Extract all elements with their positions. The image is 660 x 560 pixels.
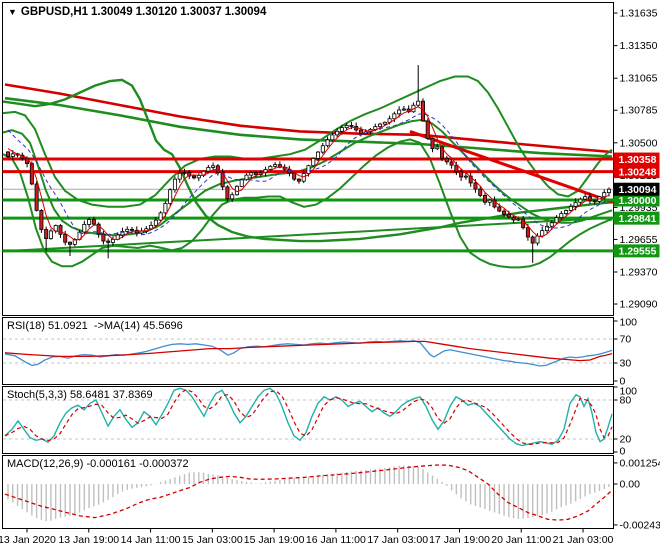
main-overlays-under bbox=[2, 75, 614, 269]
stoch-tick-label: 80 bbox=[620, 395, 632, 407]
rsi-tick-label: 100 bbox=[620, 317, 638, 329]
ohlc-open: 1.30049 bbox=[91, 6, 133, 18]
macd-series bbox=[4, 464, 613, 521]
price-tag-1.30358 bbox=[613, 152, 660, 166]
thin-red-ma bbox=[7, 106, 610, 241]
stoch-tick-label: 100 bbox=[620, 386, 638, 398]
band-mid bbox=[2, 118, 613, 237]
price-tick-label: 1.29655 bbox=[620, 234, 658, 246]
macd-signal bbox=[4, 464, 613, 521]
time-tick-label: 15 Jan 19:00 bbox=[244, 534, 305, 546]
price-tag-text: 1.29555 bbox=[619, 246, 657, 258]
price-tick-label: 1.30500 bbox=[620, 137, 658, 149]
price-tag-1.30248 bbox=[613, 165, 660, 179]
macd-tick-label: 0.001254 bbox=[620, 457, 660, 469]
ohlc-low: 1.30037 bbox=[180, 6, 222, 18]
rsi-tick-label: 0 bbox=[620, 376, 626, 388]
time-tick-label: 21 Jan 03:00 bbox=[553, 534, 614, 546]
price-tag-1.30000 bbox=[613, 193, 660, 207]
stoch-k bbox=[4, 387, 613, 447]
price-tag-1.29841 bbox=[613, 211, 660, 225]
panel-frames bbox=[2, 2, 614, 529]
stoch-tick-label: 20 bbox=[620, 434, 632, 446]
time-tick-label: 15 Jan 03:00 bbox=[182, 534, 243, 546]
macd-panel-header: MACD(12,26,9) -0.000161 -0.000372 bbox=[7, 458, 189, 470]
candlesticks bbox=[6, 65, 612, 263]
rsi-tick-label: 70 bbox=[620, 334, 632, 346]
time-axis: 13 Jan 2020 13 Jan 19:00 14 Jan 11:00 15 Ja… bbox=[0, 528, 614, 546]
price-axis: 1.31635 1.31350 1.31065 1.30785 1.30500 1.302… bbox=[613, 8, 660, 531]
time-tick-label: 17 Jan 03:00 bbox=[367, 534, 428, 546]
symbol-dropdown-icon[interactable]: ▼ bbox=[8, 7, 17, 17]
stoch-panel-header: Stoch(5,3,3) 58.6481 37.8369 bbox=[7, 389, 153, 401]
main-overlays-over bbox=[7, 106, 610, 241]
band-lower bbox=[2, 138, 613, 269]
stoch-tick-label: 0 bbox=[620, 446, 626, 458]
price-tick-label: 1.30785 bbox=[620, 105, 658, 117]
time-tick-label: 13 Jan 19:00 bbox=[58, 534, 119, 546]
time-tick-label: 14 Jan 11:00 bbox=[121, 534, 181, 546]
price-tag-1.29555 bbox=[613, 244, 660, 258]
rsi-panel[interactable] bbox=[2, 317, 614, 385]
price-tick-label: 1.29370 bbox=[620, 267, 658, 279]
time-tick-label: 13 Jan 2020 bbox=[0, 534, 56, 546]
price-tag-text: 1.30248 bbox=[619, 166, 657, 178]
price-tag-1.30094 bbox=[613, 182, 660, 196]
price-tick-label: 1.31635 bbox=[620, 8, 658, 20]
stoch-series bbox=[4, 387, 613, 447]
rsi-series bbox=[4, 340, 613, 367]
macd-tick-label: -0.002435 bbox=[620, 519, 660, 531]
macd-tick-label: 0.00 bbox=[620, 479, 641, 491]
rsi-ma bbox=[4, 340, 613, 362]
price-tag-text: 1.30000 bbox=[619, 195, 657, 207]
ma-red-slow bbox=[4, 83, 613, 154]
price-tag-text: 1.30358 bbox=[619, 154, 657, 166]
band-upper bbox=[2, 75, 613, 208]
time-tick-label: 17 Jan 19:00 bbox=[429, 534, 490, 546]
ohlc-close: 1.30094 bbox=[224, 6, 267, 18]
ma-green-slow bbox=[4, 96, 613, 158]
stoch-panel[interactable] bbox=[2, 386, 614, 454]
price-tick-label: 1.31065 bbox=[620, 73, 658, 85]
main-chart-header: ▼ GBPUSD,H1 1.30049 1.30120 1.30037 1.30094 bbox=[8, 6, 269, 18]
price-tick-label: 1.31350 bbox=[620, 40, 658, 52]
price-tag-text: 1.30094 bbox=[619, 184, 657, 196]
rsi-tick-label: 30 bbox=[620, 358, 632, 370]
time-tick-label: 20 Jan 11:00 bbox=[491, 534, 551, 546]
thin-blue-ma bbox=[7, 113, 610, 236]
time-tick-label: 16 Jan 11:00 bbox=[306, 534, 366, 546]
price-tick-label: 1.29090 bbox=[620, 299, 658, 311]
ohlc-high: 1.30120 bbox=[135, 6, 178, 18]
rsi-panel-header: RSI(18) 51.0921 ->MA(14) 45.5696 bbox=[7, 320, 183, 332]
descending-red-trendline bbox=[409, 129, 614, 204]
symbol-label: GBPUSD,H1 bbox=[20, 6, 89, 18]
price-tag-text: 1.29841 bbox=[619, 213, 657, 225]
ascending-trendline bbox=[3, 216, 613, 253]
macd-panel[interactable] bbox=[2, 455, 614, 529]
